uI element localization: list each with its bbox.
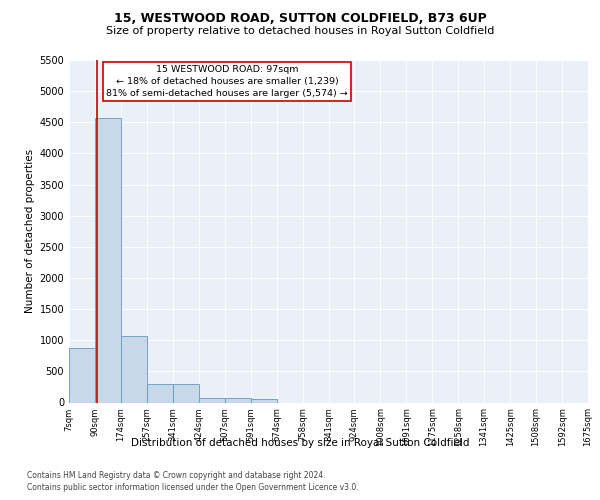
Text: Distribution of detached houses by size in Royal Sutton Coldfield: Distribution of detached houses by size … xyxy=(131,438,469,448)
Bar xyxy=(173,384,199,402)
Y-axis label: Number of detached properties: Number of detached properties xyxy=(25,149,35,314)
Bar xyxy=(251,400,277,402)
Bar xyxy=(121,336,147,402)
Text: Contains HM Land Registry data © Crown copyright and database right 2024.: Contains HM Land Registry data © Crown c… xyxy=(27,471,325,480)
Bar xyxy=(224,398,251,402)
Text: Size of property relative to detached houses in Royal Sutton Coldfield: Size of property relative to detached ho… xyxy=(106,26,494,36)
Bar xyxy=(147,384,173,402)
Bar xyxy=(95,118,121,403)
Bar xyxy=(199,398,224,402)
Text: 15, WESTWOOD ROAD, SUTTON COLDFIELD, B73 6UP: 15, WESTWOOD ROAD, SUTTON COLDFIELD, B73… xyxy=(113,12,487,26)
Bar xyxy=(69,348,95,403)
Text: 15 WESTWOOD ROAD: 97sqm
← 18% of detached houses are smaller (1,239)
81% of semi: 15 WESTWOOD ROAD: 97sqm ← 18% of detache… xyxy=(106,65,348,98)
Text: Contains public sector information licensed under the Open Government Licence v3: Contains public sector information licen… xyxy=(27,483,359,492)
